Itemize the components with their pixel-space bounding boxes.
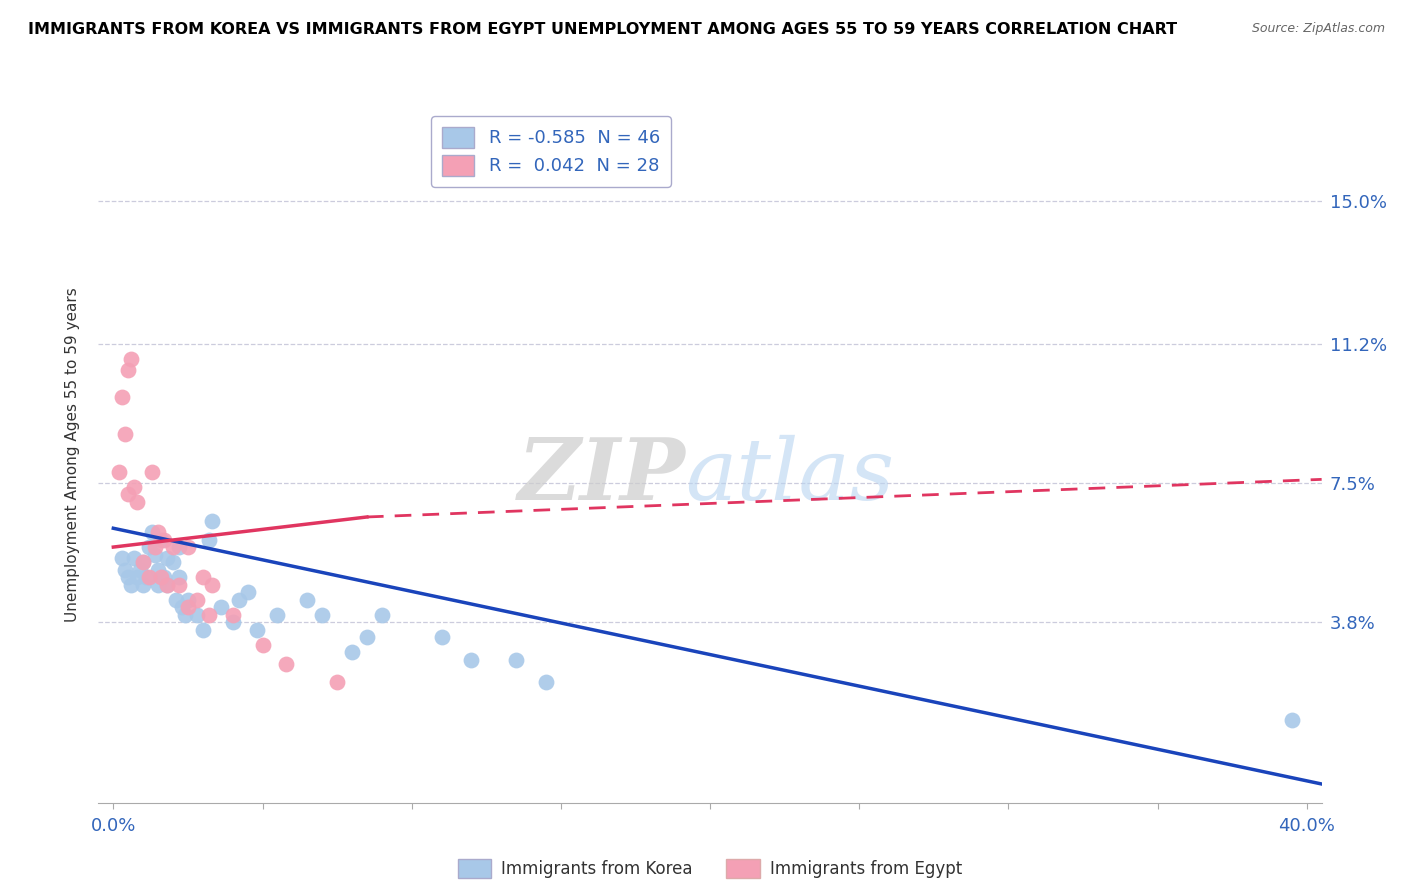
Point <box>167 577 190 591</box>
Point <box>198 607 221 622</box>
Point <box>153 570 176 584</box>
Point <box>141 524 163 539</box>
Point <box>162 540 184 554</box>
Point <box>167 570 190 584</box>
Point <box>122 551 145 566</box>
Point <box>127 495 149 509</box>
Point <box>221 607 243 622</box>
Point <box>114 563 136 577</box>
Point <box>111 551 134 566</box>
Point <box>186 592 208 607</box>
Point <box>146 524 169 539</box>
Point <box>311 607 333 622</box>
Point <box>117 487 139 501</box>
Point <box>174 607 197 622</box>
Point <box>127 570 149 584</box>
Point <box>143 548 166 562</box>
Point <box>165 592 187 607</box>
Point <box>156 577 179 591</box>
Text: ZIP: ZIP <box>517 434 686 517</box>
Point <box>430 630 453 644</box>
Point <box>117 570 139 584</box>
Point <box>120 577 142 591</box>
Point <box>138 570 160 584</box>
Point <box>534 675 557 690</box>
Point <box>505 653 527 667</box>
Point <box>117 363 139 377</box>
Point <box>177 600 200 615</box>
Point <box>191 570 214 584</box>
Point <box>228 592 250 607</box>
Point <box>245 623 267 637</box>
Text: atlas: atlas <box>686 434 894 517</box>
Point <box>276 657 298 671</box>
Point <box>371 607 394 622</box>
Point <box>297 592 319 607</box>
Point <box>1281 713 1303 727</box>
Point <box>138 540 160 554</box>
Point <box>108 465 131 479</box>
Point <box>132 555 155 569</box>
Point <box>135 570 157 584</box>
Text: IMMIGRANTS FROM KOREA VS IMMIGRANTS FROM EGYPT UNEMPLOYMENT AMONG AGES 55 TO 59 : IMMIGRANTS FROM KOREA VS IMMIGRANTS FROM… <box>28 22 1177 37</box>
Point <box>170 600 193 615</box>
Point <box>167 540 190 554</box>
Point <box>156 551 179 566</box>
Point <box>132 577 155 591</box>
Point <box>111 390 134 404</box>
Y-axis label: Unemployment Among Ages 55 to 59 years: Unemployment Among Ages 55 to 59 years <box>65 287 80 623</box>
Point <box>209 600 232 615</box>
Point <box>177 540 200 554</box>
Point <box>266 607 288 622</box>
Point <box>132 555 155 569</box>
Point <box>340 645 363 659</box>
Point <box>120 351 142 366</box>
Point <box>153 533 176 547</box>
Point <box>201 514 224 528</box>
Point <box>356 630 378 644</box>
Point <box>156 577 179 591</box>
Point <box>460 653 482 667</box>
Point <box>198 533 221 547</box>
Point <box>122 480 145 494</box>
Legend: Immigrants from Korea, Immigrants from Egypt: Immigrants from Korea, Immigrants from E… <box>451 853 969 885</box>
Point <box>141 465 163 479</box>
Point <box>143 540 166 554</box>
Point <box>186 607 208 622</box>
Point <box>236 585 259 599</box>
Point <box>326 675 349 690</box>
Point <box>162 555 184 569</box>
Point <box>146 563 169 577</box>
Point <box>129 563 152 577</box>
Point <box>191 623 214 637</box>
Point <box>177 592 200 607</box>
Text: Source: ZipAtlas.com: Source: ZipAtlas.com <box>1251 22 1385 36</box>
Point <box>114 427 136 442</box>
Point <box>146 577 169 591</box>
Point <box>201 577 224 591</box>
Point <box>221 615 243 630</box>
Point <box>150 533 173 547</box>
Point <box>252 638 274 652</box>
Point <box>150 570 173 584</box>
